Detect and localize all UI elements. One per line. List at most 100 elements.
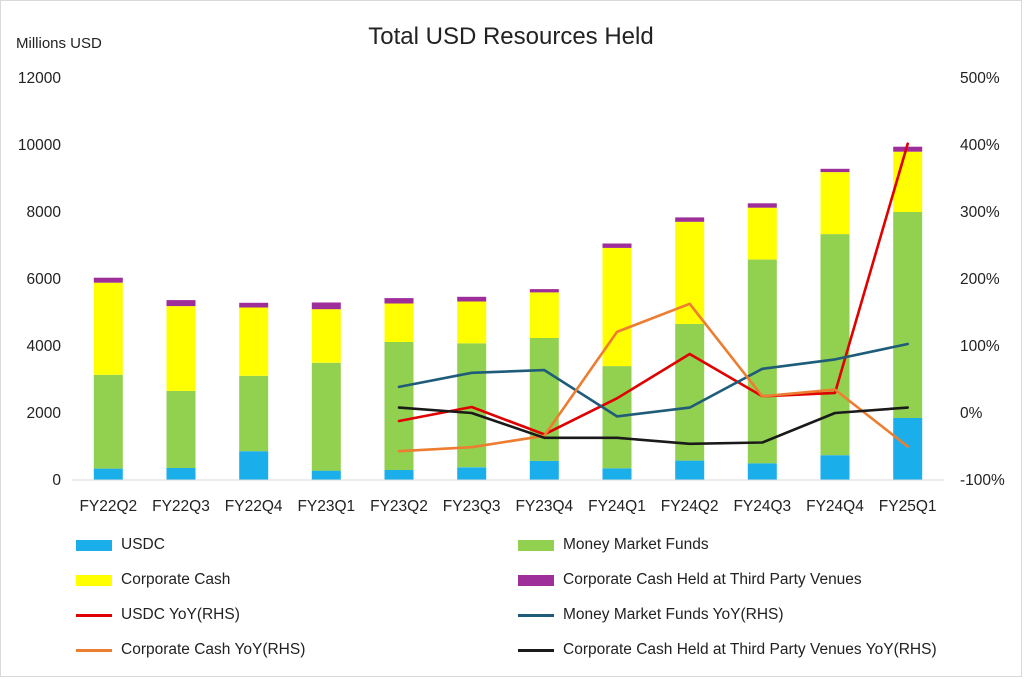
bar-segment	[384, 298, 414, 304]
legend-item: Corporate Cash Held at Third Party Venue…	[518, 640, 937, 660]
series-line	[397, 142, 910, 436]
bar-segment	[529, 338, 559, 461]
bar-segment	[820, 172, 850, 235]
x-tick-label: FY25Q1	[879, 498, 937, 515]
bar-segment	[166, 300, 196, 307]
bar-segment	[602, 468, 632, 480]
bar-segment	[893, 151, 923, 212]
bar-segment	[311, 362, 341, 471]
bar-segment	[893, 212, 923, 418]
bar-segment	[239, 451, 269, 480]
x-tick-label: FY24Q2	[661, 498, 719, 515]
legend-label: Money Market Funds	[563, 536, 709, 553]
x-tick-label: FY22Q4	[225, 498, 283, 515]
bar-segment	[893, 146, 923, 152]
bar-segment	[457, 301, 487, 344]
bar-segment	[384, 303, 414, 342]
bar-segment	[311, 470, 341, 480]
legend-label: Money Market Funds YoY(RHS)	[563, 606, 784, 623]
chart-title: Total USD Resources Held	[368, 23, 653, 50]
bar-segment	[93, 282, 123, 375]
legend-item: Corporate Cash YoY(RHS)	[76, 640, 305, 660]
bar-segment	[239, 375, 269, 452]
legend-swatch	[518, 539, 554, 551]
legend-label: Corporate Cash YoY(RHS)	[121, 641, 306, 658]
x-tick-label: FY22Q2	[79, 498, 137, 515]
bar-segment	[602, 243, 632, 248]
x-tick-label: FY23Q1	[297, 498, 355, 515]
bar-segment	[529, 460, 559, 480]
bar-segment	[747, 463, 777, 481]
legend-item: Money Market Funds YoY(RHS)	[518, 605, 784, 625]
bar-segment	[820, 455, 850, 480]
bar-segment	[747, 259, 777, 464]
x-tick-label: FY23Q2	[370, 498, 428, 515]
y-tick-label: 8000	[27, 204, 62, 221]
bar-segment	[93, 374, 123, 469]
x-tick-label: FY24Q4	[806, 498, 864, 515]
legend-item: USDC YoY(RHS)	[76, 605, 240, 625]
bar-segment	[166, 467, 196, 480]
bar-segment	[93, 468, 123, 480]
y-tick-label: 12000	[18, 70, 61, 87]
bar-segment	[311, 309, 341, 363]
legend-label: Corporate Cash Held at Third Party Venue…	[563, 571, 862, 588]
legend-swatch	[518, 574, 554, 586]
bar-segment	[675, 460, 705, 480]
bar-segment	[384, 469, 414, 480]
y2-tick-label: 300%	[960, 204, 1000, 221]
bar-segment	[820, 234, 850, 456]
bar-segment	[239, 307, 269, 376]
bar-segment	[529, 289, 559, 293]
y2-tick-label: 500%	[960, 70, 1000, 87]
legend-item: Corporate Cash Held at Third Party Venue…	[518, 570, 862, 590]
legend-swatch	[518, 613, 554, 617]
y-axis-label: Millions USD	[16, 35, 102, 52]
y2-tick-label: 400%	[960, 137, 1000, 154]
y-tick-label: 4000	[27, 338, 62, 355]
x-tick-label: FY22Q3	[152, 498, 210, 515]
legend-swatch	[518, 648, 554, 652]
y-tick-label: 6000	[27, 271, 62, 288]
legend-label: USDC YoY(RHS)	[121, 606, 240, 623]
bar-segment	[311, 302, 341, 310]
series-line	[397, 406, 910, 446]
legend-swatch	[76, 574, 112, 586]
legend-item: USDC	[76, 535, 165, 555]
y-tick-label: 0	[52, 472, 61, 489]
bar-segment	[675, 323, 705, 461]
y2-tick-label: 100%	[960, 338, 1000, 355]
series-line	[397, 302, 910, 453]
legend-label: Corporate Cash Held at Third Party Venue…	[563, 641, 937, 658]
bar-segment	[747, 207, 777, 260]
bar-segment	[93, 277, 123, 283]
legend-swatch	[76, 539, 112, 551]
legend-item: Corporate Cash	[76, 570, 230, 590]
y-tick-label: 2000	[27, 405, 62, 422]
y-tick-label: 10000	[18, 137, 61, 154]
x-tick-label: FY23Q4	[515, 498, 573, 515]
bar-segment	[239, 302, 269, 308]
bar-segment	[457, 296, 487, 302]
legend-swatch	[76, 613, 112, 617]
bar-segment	[893, 418, 923, 480]
bar-segment	[457, 467, 487, 480]
series-line	[397, 342, 910, 418]
y2-tick-label: -100%	[960, 472, 1005, 489]
bar-segment	[166, 390, 196, 468]
bar-segment	[529, 292, 559, 338]
bar-segment	[747, 203, 777, 208]
legend-label: Corporate Cash	[121, 571, 231, 588]
legend-swatch	[76, 648, 112, 652]
bar-segment	[820, 168, 850, 173]
y2-tick-label: 0%	[960, 405, 983, 422]
x-tick-label: FY24Q1	[588, 498, 646, 515]
bar-segment	[384, 342, 414, 470]
x-tick-label: FY24Q3	[733, 498, 791, 515]
y2-tick-label: 200%	[960, 271, 1000, 288]
legend-label: USDC	[121, 536, 165, 553]
bar-segment	[166, 306, 196, 391]
bar-segment	[675, 217, 705, 222]
